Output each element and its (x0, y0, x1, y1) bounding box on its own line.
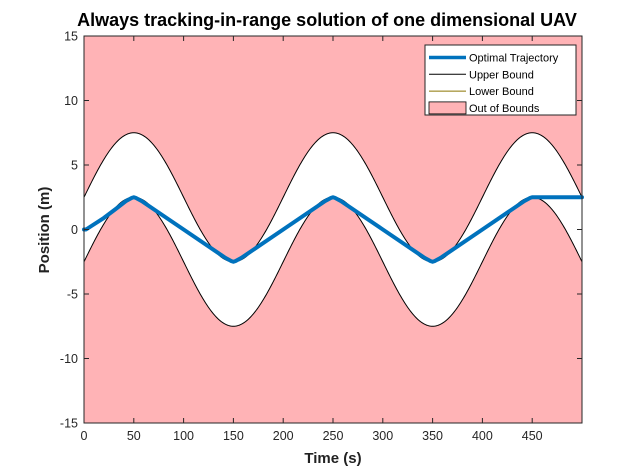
legend-label: Lower Bound (469, 86, 534, 98)
y-tick-label: 15 (64, 30, 78, 44)
x-tick-label: 250 (323, 429, 344, 443)
y-tick-label: -5 (67, 288, 78, 302)
upper-bound-line (83, 132, 583, 263)
x-tick-label: 50 (127, 429, 141, 443)
y-tick-label: 0 (71, 223, 78, 237)
legend-label: Out of Bounds (469, 103, 540, 115)
y-tick-label: 10 (64, 94, 78, 108)
x-tick-label: 400 (472, 429, 493, 443)
x-tick-label: 450 (522, 429, 543, 443)
y-tick-label: -15 (60, 417, 78, 431)
y-axis-label: Position (m) (36, 187, 53, 274)
x-tick-label: 100 (173, 429, 194, 443)
x-axis-label: Time (s) (304, 450, 361, 467)
y-tick-label: 5 (71, 159, 78, 173)
x-tick-label: 200 (273, 429, 294, 443)
chart-title: Always tracking-in-range solution of one… (77, 10, 577, 30)
x-tick-label: 300 (372, 429, 393, 443)
legend-label: Optimal Trajectory (469, 53, 559, 65)
optimal-trajectory-line (82, 195, 584, 264)
y-tick-label: -10 (60, 352, 78, 366)
x-tick-label: 150 (223, 429, 244, 443)
legend-swatch-out-of-bounds (428, 101, 467, 115)
x-tick-label: 350 (422, 429, 443, 443)
legend-label: Upper Bound (469, 69, 534, 81)
in-bounds-band (84, 132, 582, 327)
legend: Optimal Trajectory Upper Bound Lower Bound… (424, 44, 577, 116)
x-tick-label: 0 (81, 429, 88, 443)
axes: 0 50 100 150 200 250 300 350 400 450 -15 -10 -5 0 5 10 1… (60, 30, 583, 443)
